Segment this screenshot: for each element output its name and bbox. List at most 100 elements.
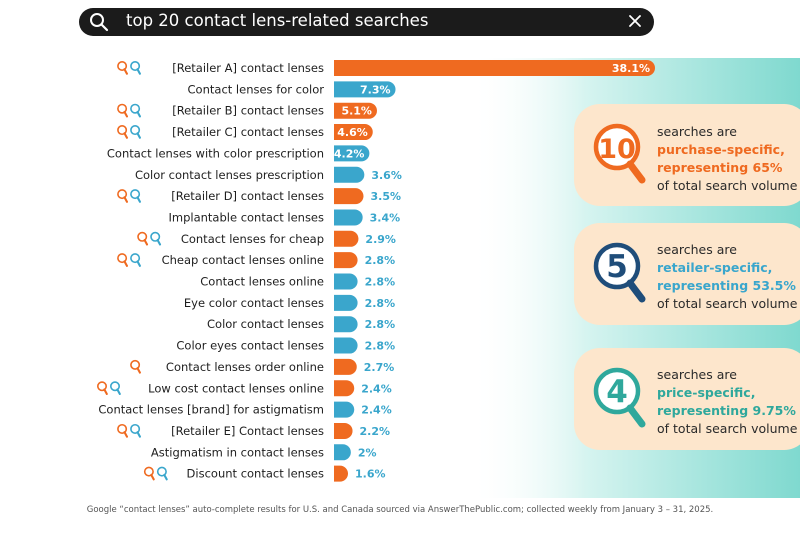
card-line1: searches are (657, 124, 737, 139)
bar (334, 444, 351, 461)
bar-value-label: 38.1% (612, 62, 650, 75)
bar-value-label: 2.4% (361, 382, 392, 395)
bar (334, 316, 358, 333)
bar-value-label: 2.7% (364, 361, 395, 374)
card-highlight2: representing 65% (657, 160, 783, 175)
bar (334, 401, 355, 418)
magnifier-blue-icon (110, 381, 121, 396)
magnifier-orange-icon (117, 253, 128, 267)
category-label: [Retailer B] contact lenses (172, 104, 324, 118)
bar-value-label: 2.4% (361, 404, 392, 417)
bar-value-label: 3.5% (370, 190, 401, 203)
card-highlight1: purchase-specific, (657, 142, 785, 157)
bar (334, 252, 358, 269)
card-line3: of total search volume (657, 421, 798, 436)
category-label: Contact lenses [brand] for astigmatism (98, 403, 324, 417)
category-label: Astigmatism in contact lenses (151, 445, 324, 459)
bar (334, 188, 364, 205)
card-purchase-text: searches are purchase-specific, represen… (657, 123, 797, 195)
card-number: 10 (598, 134, 636, 165)
bar (334, 145, 370, 162)
bar-value-label: 2% (358, 446, 377, 459)
bar (334, 380, 355, 397)
bar (334, 230, 359, 247)
card-line1: searches are (657, 242, 737, 257)
bar (334, 465, 348, 482)
category-label: Contact lenses online (200, 275, 324, 289)
magnifier-blue-icon (150, 231, 162, 246)
bar-value-label: 2.8% (365, 318, 396, 331)
category-label: Cheap contact lenses online (162, 253, 324, 267)
magnifier-blue-icon (130, 125, 141, 139)
category-label: Color contact lenses prescription (135, 168, 324, 182)
bar-value-label: 4.6% (337, 126, 368, 139)
magnifier-orange-icon (117, 189, 128, 203)
category-label: [Retailer D] contact lenses (171, 189, 324, 203)
category-label: Eye color contact lenses (184, 296, 324, 310)
category-label: Color eyes contact lenses (176, 339, 324, 353)
bar-value-label: 2.8% (365, 340, 396, 353)
bar (334, 337, 358, 354)
bar-value-label: 2.8% (365, 297, 396, 310)
magnifier-blue-icon (130, 189, 141, 203)
search-icon[interactable] (89, 12, 109, 32)
bar (334, 209, 363, 226)
search-bar[interactable]: top 20 contact lens-related searches (79, 8, 654, 36)
card-highlight2: representing 53.5% (657, 278, 796, 293)
card-line3: of total search volume (657, 296, 798, 311)
bar-value-label: 1.6% (355, 468, 386, 481)
category-label: Discount contact lenses (187, 467, 324, 481)
card-highlight2: representing 9.75% (657, 403, 796, 418)
bar-value-label: 2.2% (360, 425, 391, 438)
magnifier-orange-icon (117, 125, 128, 139)
bar-value-label: 5.1% (341, 105, 372, 118)
magnifier-orange-icon (117, 423, 128, 438)
card-number: 4 (606, 374, 628, 410)
bar (334, 81, 396, 98)
magnifier-blue-icon (130, 253, 141, 267)
category-label: [Retailer A] contact lenses (172, 61, 324, 75)
magnifier-orange-icon (137, 231, 149, 246)
magnifier-orange-icon (117, 103, 128, 118)
category-label: Color contact lenses (207, 317, 324, 331)
bar-value-label: 2.8% (365, 276, 396, 289)
magnifier-orange-icon (97, 381, 108, 396)
magnifier-orange-icon (130, 359, 141, 374)
bar-value-label: 7.3% (360, 83, 391, 96)
bar (334, 273, 358, 290)
category-label: Low cost contact lenses online (148, 381, 324, 395)
bar-value-label: 2.8% (365, 254, 396, 267)
category-label: Contact lenses for color (188, 82, 325, 96)
magnifier-blue-icon (156, 466, 168, 481)
category-label: [Retailer E] Contact lenses (171, 424, 324, 438)
category-label: Contact lenses with color prescription (107, 146, 324, 160)
bar (334, 124, 373, 141)
bar-value-label: 3.6% (371, 169, 402, 182)
bar (334, 166, 365, 183)
bar (334, 294, 358, 311)
card-line1: searches are (657, 367, 737, 382)
footnote: Google “contact lenses” auto-complete re… (86, 505, 714, 515)
magnifier-blue-icon (130, 423, 141, 438)
bar (334, 102, 377, 119)
bar (334, 60, 655, 76)
card-highlight1: retailer-specific, (657, 260, 773, 275)
category-label: Contact lenses for cheap (181, 232, 324, 246)
card-magnifier-icon: 5 (593, 242, 646, 303)
card-magnifier-icon: 4 (593, 367, 646, 428)
card-retailer-text: searches are retailer-specific, represen… (657, 241, 797, 313)
card-line3: of total search volume (657, 178, 798, 193)
magnifier-blue-icon (130, 60, 141, 75)
search-query[interactable]: top 20 contact lens-related searches (126, 11, 429, 30)
card-price-text: searches are price-specific, representin… (657, 366, 797, 438)
close-icon[interactable] (628, 14, 642, 28)
category-label: [Retailer C] contact lenses (172, 125, 324, 139)
category-label: Implantable contact lenses (168, 210, 324, 224)
bar-value-label: 2.9% (365, 233, 396, 246)
magnifier-orange-icon (143, 466, 155, 481)
card-number: 5 (606, 249, 628, 285)
bar (334, 422, 353, 439)
magnifier-blue-icon (130, 103, 141, 118)
category-label: Contact lenses order online (166, 360, 324, 374)
